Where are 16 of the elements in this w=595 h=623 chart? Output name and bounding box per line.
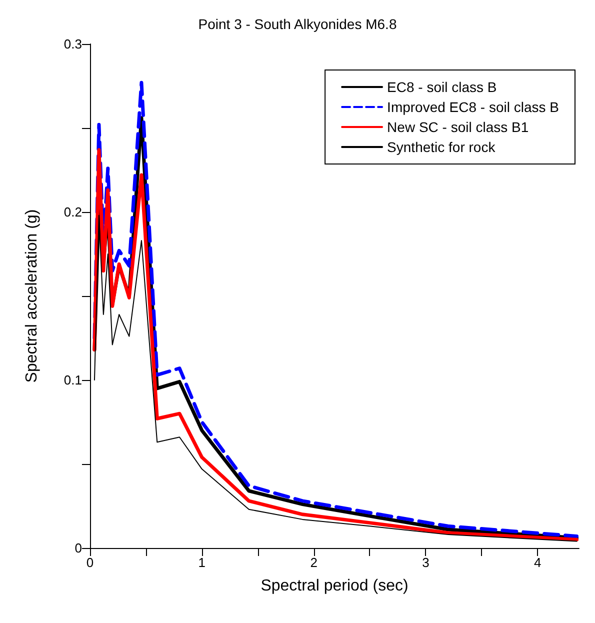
- y-tick-label: 0.2: [64, 204, 82, 220]
- legend-label: Improved EC8 - soil class B: [387, 99, 560, 115]
- x-tick-label: 0: [86, 555, 94, 570]
- legend-label: EC8 - soil class B: [387, 79, 497, 95]
- y-tick-label: 0.3: [64, 36, 82, 52]
- legend-label: Synthetic for rock: [387, 139, 496, 155]
- x-axis-title: Spectral period (sec): [260, 578, 408, 594]
- x-tick-label: 2: [310, 555, 318, 570]
- y-tick-label: 0: [74, 540, 82, 556]
- x-tick-label: 1: [198, 555, 206, 570]
- legend-label: New SC - soil class B1: [387, 119, 529, 135]
- chart-title: Point 3 - South Alkyonides M6.8: [198, 16, 397, 32]
- x-tick-label: 3: [422, 555, 430, 570]
- x-tick-label: 4: [534, 555, 542, 570]
- y-tick-label: 0.1: [64, 372, 82, 388]
- y-axis-title: Spectral acceleration (g): [24, 209, 40, 383]
